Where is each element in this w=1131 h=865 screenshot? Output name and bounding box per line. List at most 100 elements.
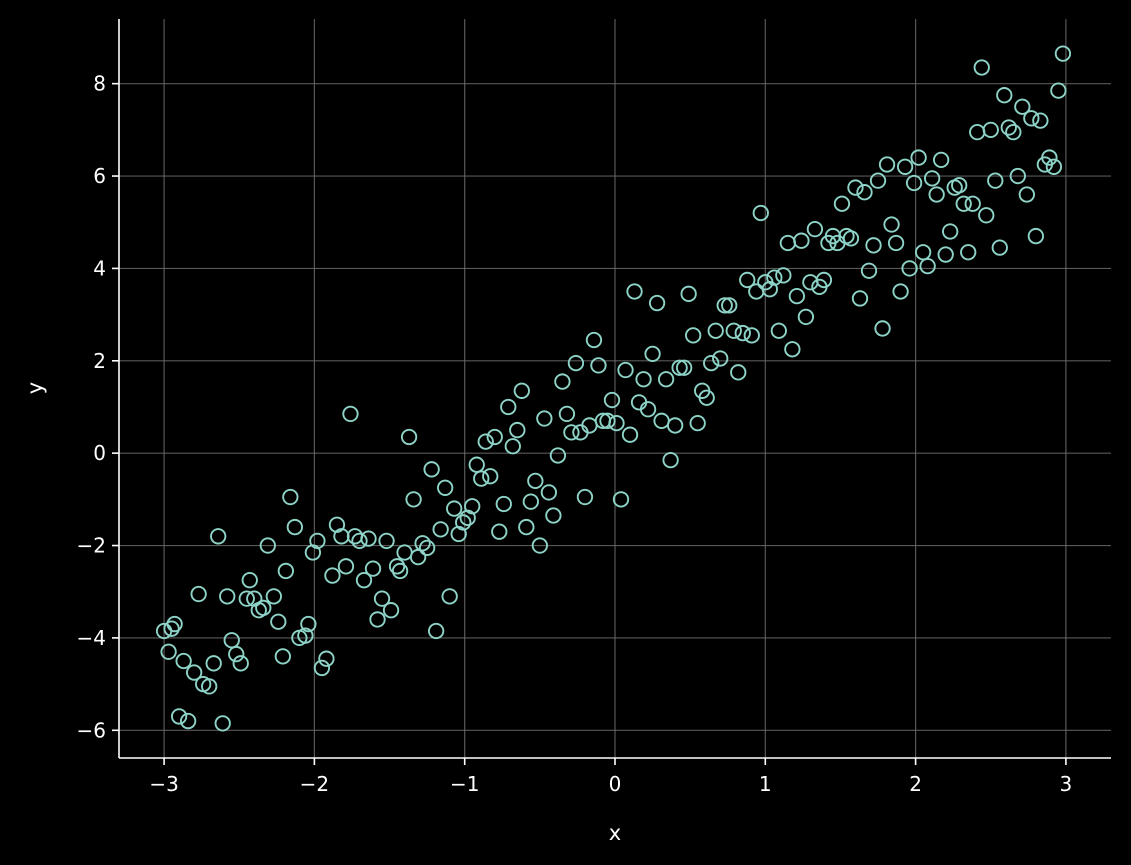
- data-point: [1018, 186, 1035, 203]
- data-point: [418, 539, 436, 556]
- data-point: [513, 382, 530, 399]
- data-point: [612, 491, 630, 508]
- data-point: [806, 221, 824, 238]
- data-point: [495, 495, 512, 513]
- data-point: [775, 267, 792, 284]
- data-point: [382, 602, 400, 619]
- y-axis-ticks: −6 −4 −2 0 2 4 6 8: [77, 72, 119, 742]
- x-tick-label: −2: [300, 772, 329, 796]
- data-point: [869, 172, 887, 189]
- data-point: [721, 297, 738, 314]
- data-point: [991, 239, 1008, 256]
- data-point: [797, 308, 815, 326]
- data-point: [1023, 110, 1040, 127]
- data-point: [522, 493, 539, 510]
- data-point: [621, 426, 639, 443]
- data-point: [892, 283, 909, 300]
- data-point: [491, 523, 508, 540]
- data-point: [531, 537, 548, 554]
- data-point: [324, 567, 341, 584]
- data-point: [815, 271, 833, 289]
- y-tick-label: 0: [93, 441, 106, 465]
- data-point: [391, 562, 409, 580]
- data-point: [901, 260, 918, 277]
- data-point: [527, 472, 544, 490]
- x-tick-label: 0: [609, 772, 622, 796]
- data-point: [388, 558, 406, 575]
- data-point: [351, 532, 368, 550]
- data-point: [360, 530, 377, 547]
- data-point: [842, 230, 860, 247]
- data-point: [666, 417, 684, 434]
- data-point: [865, 237, 882, 254]
- data-point: [847, 179, 864, 196]
- data-point: [297, 627, 314, 644]
- data-point: [549, 447, 567, 464]
- data-point: [599, 412, 616, 429]
- data-point: [355, 572, 373, 589]
- data-point: [698, 389, 715, 406]
- data-point: [455, 514, 472, 531]
- data-point: [770, 322, 787, 339]
- data-point: [536, 410, 553, 427]
- data-point: [437, 479, 454, 496]
- data-point: [928, 186, 945, 203]
- data-point: [441, 588, 458, 605]
- y-axis-label: y: [23, 382, 47, 394]
- data-point: [364, 560, 382, 577]
- data-point: [554, 373, 571, 390]
- data-point: [590, 357, 607, 374]
- data-point: [1045, 158, 1063, 175]
- data-point: [282, 488, 299, 506]
- data-point: [955, 195, 972, 212]
- data-point: [318, 650, 335, 667]
- data-point: [851, 290, 869, 307]
- data-point: [608, 414, 625, 432]
- x-tick-label: 1: [759, 772, 772, 796]
- data-point: [473, 470, 490, 487]
- data-point: [160, 643, 177, 660]
- data-point: [232, 655, 249, 672]
- data-point: [996, 87, 1013, 104]
- data-point: [671, 359, 688, 376]
- data-point: [856, 184, 873, 201]
- data-point: [1032, 112, 1049, 129]
- data-point: [1054, 45, 1072, 62]
- data-point: [964, 195, 981, 212]
- data-point: [378, 532, 395, 550]
- data-point: [1000, 119, 1017, 136]
- y-tick-label: −4: [77, 626, 106, 650]
- data-point: [186, 664, 203, 681]
- x-axis-label: x: [609, 821, 621, 845]
- y-tick-label: 4: [93, 256, 106, 280]
- data-point: [923, 170, 941, 187]
- data-point: [752, 204, 769, 222]
- data-point: [486, 428, 503, 446]
- data-point: [504, 438, 521, 455]
- data-point: [414, 535, 431, 552]
- data-point: [937, 246, 954, 263]
- data-point: [286, 518, 304, 536]
- data-point: [214, 715, 231, 732]
- grid-lines: [119, 19, 1111, 758]
- data-point: [585, 331, 603, 349]
- data-point: [373, 590, 391, 607]
- data-point: [270, 613, 287, 630]
- data-point: [446, 500, 463, 517]
- data-point: [540, 484, 558, 501]
- x-tick-label: 2: [909, 772, 922, 796]
- x-tick-label: −3: [149, 772, 178, 796]
- data-point: [793, 232, 810, 249]
- y-tick-label: 2: [93, 349, 106, 373]
- data-point: [190, 585, 207, 603]
- data-point: [210, 528, 227, 545]
- data-point: [910, 149, 927, 166]
- data-point: [887, 234, 905, 252]
- data-point: [680, 285, 697, 302]
- data-point: [166, 615, 183, 633]
- data-point: [730, 364, 747, 381]
- data-point: [883, 216, 900, 233]
- data-point: [563, 424, 580, 441]
- data-point: [978, 207, 995, 224]
